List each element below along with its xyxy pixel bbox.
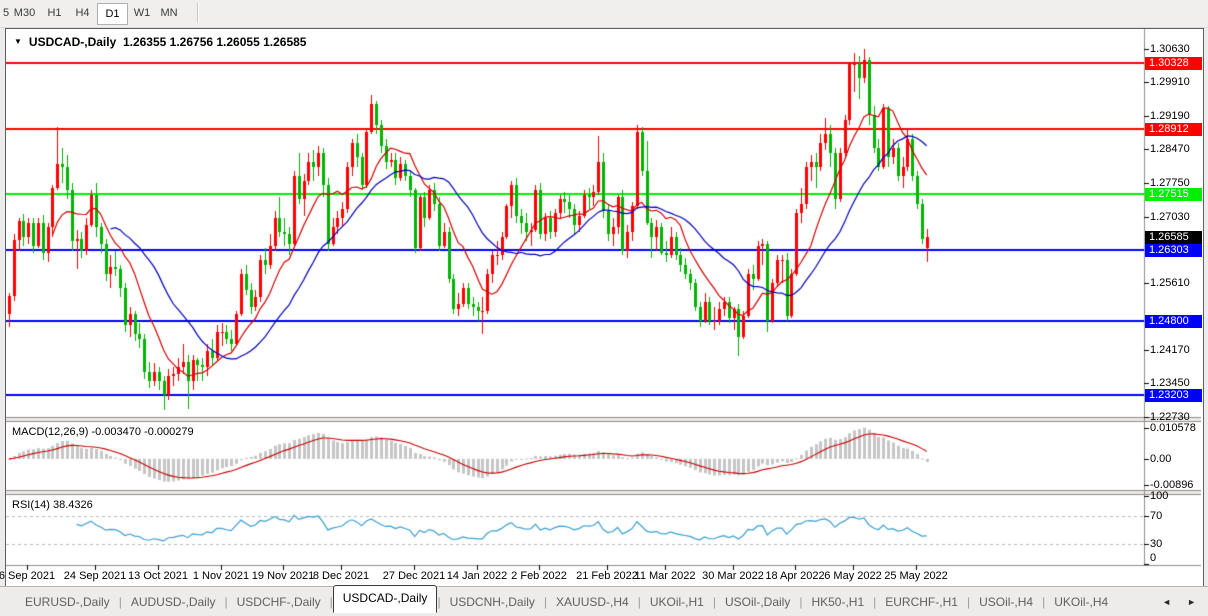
price-label-support-1: 1.26303 <box>1145 244 1202 257</box>
macd-axis-tick: 0.010578 <box>1150 422 1196 434</box>
x-axis-date: 27 Dec 2021 <box>382 570 446 582</box>
rsi-indicator-label: RSI(14) 38.4326 <box>12 499 93 511</box>
tab-divider: | <box>873 594 877 609</box>
y-axis-tick: 1.27030 <box>1150 211 1190 223</box>
y-axis-tick: 1.29190 <box>1150 110 1190 122</box>
tab-divider: | <box>118 594 122 609</box>
tab-scroll-left-icon[interactable]: ◄ <box>1162 596 1172 607</box>
tab-divider: | <box>712 594 716 609</box>
tab-ukoil-h4[interactable]: UKOil-,H4 <box>1054 594 1109 609</box>
timeframe-button-h4[interactable]: H4 <box>75 7 90 19</box>
tab-divider: | <box>437 594 441 609</box>
timeframe-button-w1[interactable]: W1 <box>133 7 151 19</box>
y-axis-tick: 1.25610 <box>1150 277 1190 289</box>
tab-divider: | <box>543 594 548 609</box>
chart-title-ohlc: 1.26355 1.26756 1.26055 1.26585 <box>122 35 307 49</box>
x-axis-date: 24 Sep 2021 <box>63 570 127 582</box>
symbol-dropdown-icon[interactable]: ▼ <box>14 37 22 46</box>
tab-eurusd-daily[interactable]: EURUSD-,Daily <box>25 594 110 609</box>
toolbar-separator <box>197 3 199 23</box>
tab-audusd-daily[interactable]: AUDUSD-,Daily <box>130 594 216 609</box>
tab-xauusd-h4[interactable]: XAUUSD-,H4 <box>556 594 629 609</box>
timeframe-button-mn[interactable]: MN <box>160 7 178 19</box>
chart-window: ▼ USDCAD-,Daily 1.26355 1.26756 1.26055 1… <box>0 28 1204 588</box>
tab-usoil-daily[interactable]: USOil-,Daily <box>724 594 791 609</box>
timeframe-button-m30[interactable]: M30 <box>13 7 36 19</box>
y-axis-tick: 1.22730 <box>1150 411 1190 423</box>
x-axis-date: 13 Oct 2021 <box>128 570 188 582</box>
timeframe-button-5[interactable]: 5 <box>2 7 10 19</box>
tab-hk50-h1[interactable]: HK50-,H1 <box>811 594 865 609</box>
x-axis-date: 6 Sep 2021 <box>0 570 56 582</box>
macd-axis-tick: -0.00896 <box>1150 479 1194 491</box>
x-axis-date: 21 Feb 2022 <box>576 570 638 582</box>
price-label-current-price: 1.26585 <box>1145 231 1202 244</box>
x-axis-date: 25 May 2022 <box>884 570 948 582</box>
tab-eurchf-h1[interactable]: EURCHF-,H1 <box>885 594 958 609</box>
rsi-axis-tick: 70 <box>1150 510 1163 522</box>
tab-divider: | <box>224 594 228 609</box>
y-axis-tick: 1.27750 <box>1150 177 1190 189</box>
x-axis-date: 30 Mar 2022 <box>702 570 764 582</box>
tab-scroll-right-icon[interactable]: ► <box>1187 596 1196 607</box>
x-axis-date: 2 Feb 2022 <box>511 570 567 582</box>
x-axis-date: 6 May 2022 <box>824 570 882 582</box>
tab-usdcad-daily[interactable]: USDCAD-,Daily <box>332 585 438 613</box>
macd-indicator-label: MACD(12,26,9) -0.003470 -0.000279 <box>12 426 194 438</box>
x-axis-date: 1 Nov 2021 <box>192 570 250 582</box>
price-label-resistance-2: 1.28912 <box>1145 123 1202 136</box>
x-axis-date: 14 Jan 2022 <box>446 570 508 582</box>
x-axis-date: 19 Nov 2021 <box>251 570 315 582</box>
x-axis-date: 8 Dec 2021 <box>312 570 370 582</box>
y-axis-tick: 1.24170 <box>1150 344 1190 356</box>
timeframe-toolbar: 5 M30 H1 H4 D1 W1 MN <box>0 0 1208 28</box>
price-label-resistance-1: 1.30328 <box>1145 57 1202 70</box>
tab-divider: | <box>799 594 803 609</box>
price-chart-canvas[interactable] <box>6 29 1201 585</box>
tab-ukoil-h1[interactable]: UKOil-,H1 <box>649 594 704 609</box>
rsi-axis-tick: 100 <box>1150 490 1169 502</box>
tab-divider: | <box>1042 594 1046 609</box>
tab-usoil-h4[interactable]: USOil-,H4 <box>979 594 1034 609</box>
y-axis-tick: 1.30630 <box>1150 43 1190 55</box>
y-axis-tick: 1.29910 <box>1150 76 1190 88</box>
rsi-axis-tick: 30 <box>1150 538 1163 550</box>
timeframe-button-d1[interactable]: D1 <box>97 3 128 25</box>
y-axis-tick: 1.23450 <box>1150 377 1190 389</box>
price-label-pivot-green: 1.27515 <box>1145 188 1202 201</box>
chart-title: ▼ USDCAD-,Daily 1.26355 1.26756 1.26055 1… <box>14 35 306 49</box>
tab-scroll-arrows: ◄ ► <box>1162 597 1196 607</box>
rsi-axis-tick: 0 <box>1150 552 1157 564</box>
tab-divider: | <box>329 594 333 609</box>
x-axis-date: 18 Apr 2022 <box>765 570 825 582</box>
tab-divider: | <box>637 594 641 609</box>
macd-axis-tick: 0.00 <box>1150 453 1172 465</box>
timeframe-button-h1[interactable]: H1 <box>47 7 62 19</box>
chart-title-symbol: USDCAD-,Daily <box>28 35 117 49</box>
tab-divider: | <box>966 594 971 609</box>
tab-usdcnh-daily[interactable]: USDCNH-,Daily <box>449 594 535 609</box>
price-label-support-3: 1.23203 <box>1145 389 1202 402</box>
x-axis-date: 11 Mar 2022 <box>634 570 696 582</box>
price-label-support-2: 1.24800 <box>1145 315 1202 328</box>
y-axis-tick: 1.28470 <box>1150 143 1190 155</box>
chart-tab-bar: EURUSD-,Daily | AUDUSD-,Daily | USDCHF-,Dail… <box>0 585 1208 616</box>
tab-usdchf-daily[interactable]: USDCHF-,Daily <box>236 594 321 609</box>
